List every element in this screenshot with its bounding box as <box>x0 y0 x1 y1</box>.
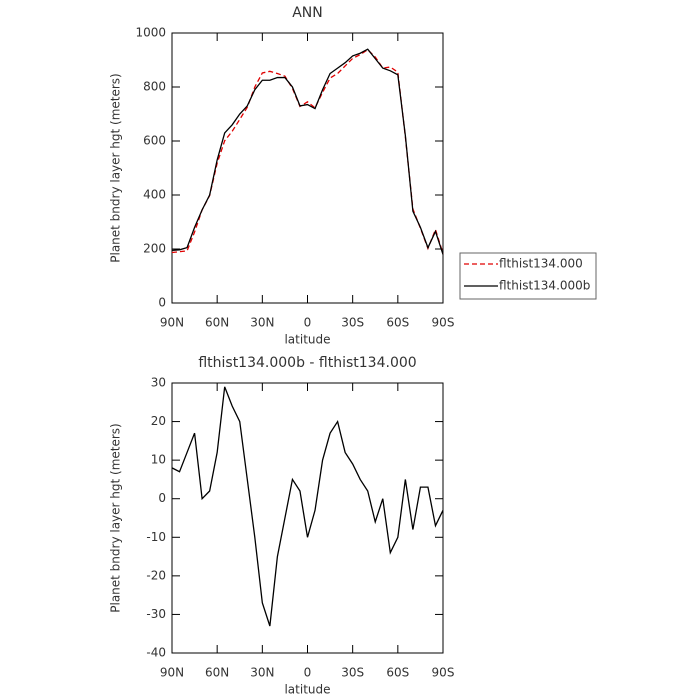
x-tick-label: 90S <box>432 316 455 330</box>
legend-label: flthist134.000b <box>499 279 590 293</box>
data-line <box>171 48 444 255</box>
legend-label: flthist134.000 <box>499 257 583 271</box>
data-line <box>171 386 444 627</box>
x-tick-label: 30S <box>341 666 364 680</box>
data-line <box>171 48 444 254</box>
y-tick-label: 1000 <box>135 26 166 40</box>
x-tick-label: 60S <box>386 316 409 330</box>
x-axis-label: latitude <box>284 333 330 347</box>
y-tick-label: 400 <box>143 188 166 202</box>
y-tick-label: -20 <box>146 568 166 582</box>
y-tick-label: 600 <box>143 134 166 148</box>
y-tick-label: 0 <box>158 296 166 310</box>
plot-frame <box>171 32 444 304</box>
x-tick-label: 30N <box>250 316 274 330</box>
x-tick-label: 90N <box>160 666 184 680</box>
x-tick-label: 0 <box>304 666 312 680</box>
x-tick-label: 30N <box>250 666 274 680</box>
plot-frame <box>171 382 444 654</box>
x-axis-label: latitude <box>284 683 330 697</box>
y-tick-label: -40 <box>146 646 166 660</box>
y-axis-label: Planet bndry layer hgt (meters) <box>109 73 123 263</box>
y-tick-label: -30 <box>146 607 166 621</box>
chart-title: flthist134.000b - flthist134.000 <box>198 355 416 371</box>
x-tick-label: 60N <box>205 316 229 330</box>
y-tick-label: 30 <box>151 376 166 390</box>
chart-title: ANN <box>292 5 323 21</box>
y-tick-label: 200 <box>143 242 166 256</box>
y-tick-label: -10 <box>146 530 166 544</box>
x-tick-label: 0 <box>304 316 312 330</box>
y-tick-label: 800 <box>143 80 166 94</box>
x-tick-label: 90S <box>432 666 455 680</box>
y-tick-label: 0 <box>158 491 166 505</box>
y-tick-label: 10 <box>151 453 166 467</box>
y-tick-label: 20 <box>151 414 166 428</box>
y-axis-label: Planet bndry layer hgt (meters) <box>109 423 123 613</box>
x-tick-label: 60N <box>205 666 229 680</box>
x-tick-label: 60S <box>386 666 409 680</box>
x-tick-label: 90N <box>160 316 184 330</box>
x-tick-label: 30S <box>341 316 364 330</box>
legend-box <box>459 252 597 300</box>
